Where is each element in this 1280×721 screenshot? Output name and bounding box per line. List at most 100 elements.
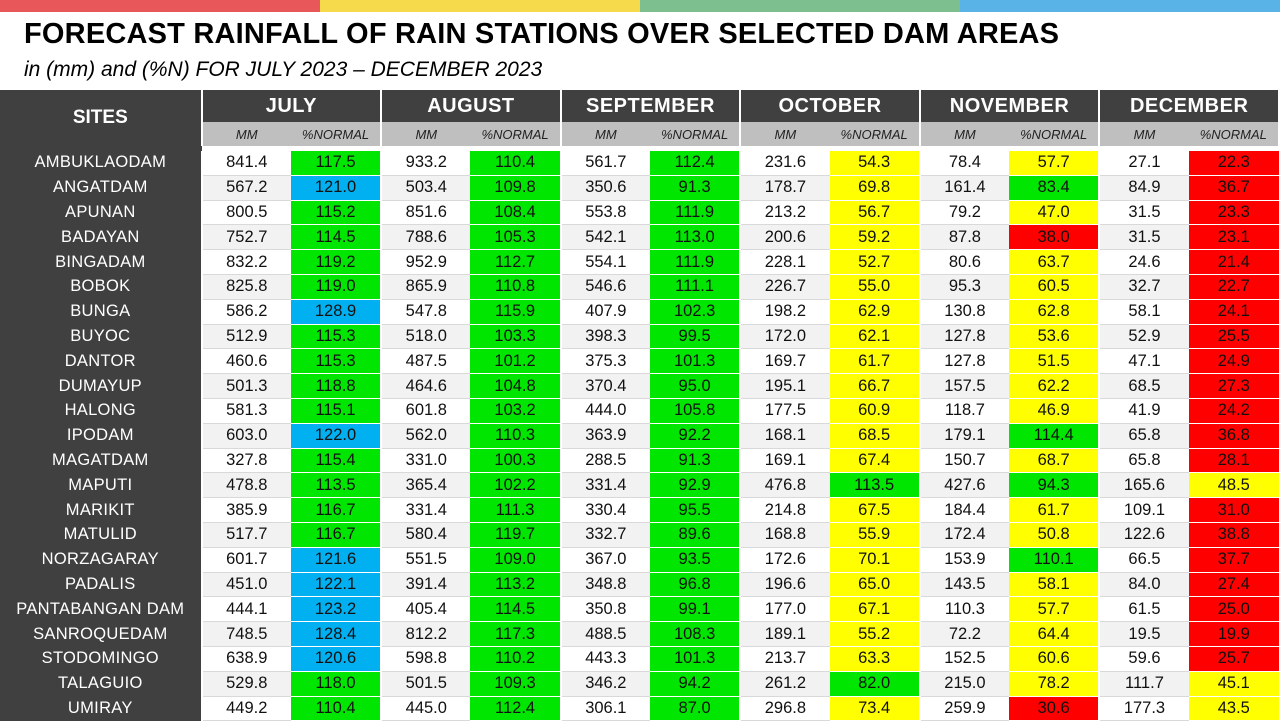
mm-value-cell: 567.2: [200, 175, 291, 201]
pct-normal-cell-green: 109.8: [470, 175, 561, 201]
mm-value-cell: 391.4: [380, 572, 471, 598]
mm-value-cell: 130.8: [918, 299, 1010, 325]
pct-normal-cell-green: 102.2: [470, 472, 561, 499]
mm-value-cell: 748.5: [200, 621, 291, 647]
page-title: FORECAST RAINFALL OF RAIN STATIONS OVER …: [24, 18, 1060, 50]
pct-normal-cell-red: 30.6: [1009, 696, 1100, 721]
mm-value-cell: 87.8: [918, 224, 1010, 251]
pct-normal-cell-yellow: 45.1: [1188, 671, 1279, 697]
pct-normal-cell-red: 19.9: [1188, 621, 1279, 647]
pct-normal-cell-green: 113.5: [290, 472, 382, 499]
pct-normal-subheader: %NORMAL: [290, 122, 383, 146]
pct-normal-cell-blue: 128.4: [290, 621, 382, 647]
pct-normal-cell-yellow: 65.0: [829, 572, 920, 598]
mm-value-cell: 586.2: [200, 299, 291, 325]
pct-normal-cell-green: 110.1: [1009, 547, 1100, 573]
mm-value-cell: 350.6: [559, 175, 650, 201]
mm-value-cell: 553.8: [559, 200, 650, 226]
pct-normal-cell-green: 113.2: [470, 572, 561, 598]
page-subtitle: in (mm) and (%N) FOR JULY 2023 – DECEMBE…: [24, 58, 543, 81]
pct-normal-cell-red: 23.3: [1188, 200, 1279, 226]
pct-normal-cell-red: 23.1: [1188, 224, 1279, 251]
pct-normal-cell-yellow: 57.7: [1009, 151, 1100, 176]
mm-value-cell: 66.5: [1098, 547, 1189, 573]
pct-normal-cell-yellow: 51.5: [1009, 348, 1100, 375]
site-name-cell: BUYOC: [0, 324, 202, 350]
pct-normal-cell-yellow: 78.2: [1009, 671, 1100, 697]
month-header-november: NOVEMBER: [919, 90, 1101, 122]
mm-value-cell: 127.8: [918, 324, 1010, 350]
pct-normal-cell-yellow: 55.9: [829, 522, 920, 548]
mm-value-cell: 157.5: [918, 373, 1010, 399]
pct-normal-cell-red: 38.8: [1188, 522, 1279, 548]
mm-value-cell: 288.5: [559, 448, 650, 474]
month-header-september: SEPTEMBER: [560, 90, 742, 122]
top-bar-segment-green: [640, 0, 960, 12]
pct-normal-cell-red: 24.9: [1188, 348, 1279, 375]
mm-value-cell: 231.6: [739, 151, 830, 176]
pct-normal-cell-yellow: 68.7: [1009, 448, 1100, 474]
pct-normal-cell-green: 116.7: [290, 522, 382, 548]
pct-normal-cell-green: 99.1: [649, 596, 741, 623]
pct-normal-cell-green: 119.0: [290, 274, 382, 300]
pct-normal-subheader: %NORMAL: [470, 122, 562, 146]
mm-value-cell: 476.8: [739, 472, 830, 499]
pct-normal-cell-green: 95.0: [649, 373, 741, 399]
mm-value-cell: 165.6: [1098, 472, 1189, 499]
mm-value-cell: 601.7: [200, 547, 291, 573]
pct-normal-cell-green: 112.4: [649, 151, 741, 176]
site-name-cell: APUNAN: [0, 200, 202, 226]
mm-value-cell: 172.0: [739, 324, 830, 350]
pct-normal-cell-green: 92.2: [649, 423, 741, 449]
pct-normal-cell-yellow: 59.2: [829, 224, 920, 251]
pct-normal-cell-green: 112.4: [470, 696, 561, 721]
table-row: BUNGA 586.2 128.9 547.8 115.9 407.9 102.3 198.2…: [0, 299, 1279, 325]
pct-normal-cell-yellow: 55.0: [829, 274, 920, 300]
pct-normal-cell-yellow: 54.3: [829, 151, 920, 176]
pct-normal-cell-green: 109.3: [470, 671, 561, 697]
month-header-october: OCTOBER: [740, 90, 921, 122]
pct-normal-cell-yellow: 56.7: [829, 200, 920, 226]
site-name-cell: PADALIS: [0, 572, 202, 598]
pct-normal-cell-green: 110.3: [470, 423, 561, 449]
site-name-cell: IPODAM: [0, 423, 202, 449]
table-row: APUNAN 800.5 115.2 851.6 108.4 553.8 111.9 213.…: [0, 200, 1279, 226]
mm-value-cell: 47.1: [1098, 348, 1189, 375]
mm-value-cell: 179.1: [918, 423, 1010, 449]
pct-normal-cell-green: 115.1: [290, 398, 382, 424]
mm-value-cell: 150.7: [918, 448, 1010, 474]
table-row: PADALIS 451.0 122.1 391.4 113.2 348.8 96.8 196.…: [0, 572, 1279, 598]
pct-normal-cell-blue: 121.6: [290, 547, 382, 573]
pct-normal-cell-green: 115.4: [290, 448, 382, 474]
pct-normal-cell-red: 22.7: [1188, 274, 1279, 300]
mm-value-cell: 122.6: [1098, 522, 1189, 548]
mm-value-cell: 32.7: [1098, 274, 1189, 300]
top-color-bar: [0, 0, 1280, 12]
table-row: STODOMINGO 638.9 120.6 598.8 110.2 443.3 101.3…: [0, 646, 1279, 672]
pct-normal-cell-blue: 128.9: [290, 299, 382, 325]
pct-normal-cell-green: 114.5: [290, 224, 382, 251]
sites-column-header: SITES: [0, 90, 203, 146]
mm-value-cell: 581.3: [200, 398, 291, 424]
mm-value-cell: 41.9: [1098, 398, 1189, 424]
mm-value-cell: 27.1: [1098, 151, 1189, 176]
pct-normal-cell-green: 115.3: [290, 348, 382, 375]
pct-normal-cell-red: 24.1: [1188, 299, 1279, 325]
table-row: MATULID 517.7 116.7 580.4 119.7 332.7 89.6 168.…: [0, 522, 1279, 548]
mm-value-cell: 638.9: [200, 646, 291, 672]
mm-value-cell: 385.9: [200, 497, 291, 523]
pct-normal-cell-green: 101.2: [470, 348, 561, 375]
pct-normal-cell-green: 111.9: [649, 249, 741, 275]
pct-normal-cell-green: 119.7: [470, 522, 561, 548]
mm-subheader: MM: [740, 122, 830, 146]
pct-normal-cell-green: 118.0: [290, 671, 382, 697]
pct-normal-cell-green: 94.2: [649, 671, 741, 697]
mm-value-cell: 551.5: [380, 547, 471, 573]
mm-value-cell: 95.3: [918, 274, 1010, 300]
mm-value-cell: 59.6: [1098, 646, 1189, 672]
pct-normal-cell-yellow: 48.5: [1188, 472, 1279, 499]
mm-value-cell: 143.5: [918, 572, 1010, 598]
mm-value-cell: 327.8: [200, 448, 291, 474]
mm-value-cell: 487.5: [380, 348, 471, 375]
mm-value-cell: 169.1: [739, 448, 830, 474]
